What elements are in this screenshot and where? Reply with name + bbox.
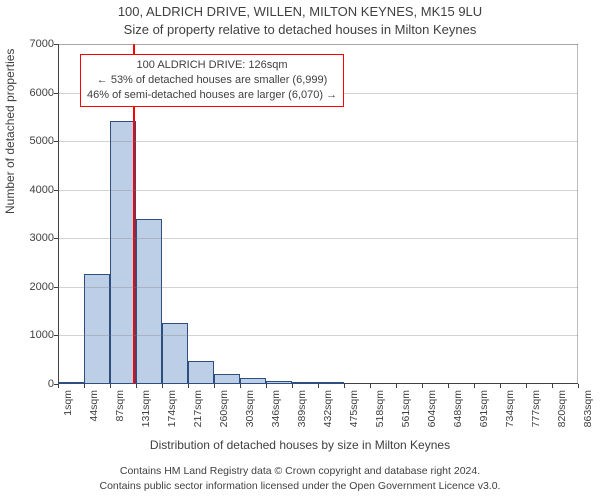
annotation-line2: ← 53% of detached houses are smaller (6,… (87, 73, 337, 88)
x-axis-label: Distribution of detached houses by size … (0, 438, 600, 452)
x-tick-mark (448, 384, 449, 388)
y-gridline (58, 190, 578, 191)
y-tick-mark (54, 141, 58, 142)
y-tick-mark (54, 44, 58, 45)
x-tick-mark (214, 384, 215, 388)
x-tick-label: 87sqm (114, 390, 126, 422)
histogram-bar (136, 219, 162, 384)
x-tick-mark (292, 384, 293, 388)
x-tick-label: 561sqm (400, 390, 412, 427)
x-tick-label: 475sqm (348, 390, 360, 427)
histogram-bar (214, 374, 240, 384)
y-tick-mark (54, 287, 58, 288)
x-tick-mark (136, 384, 137, 388)
x-tick-mark (370, 384, 371, 388)
x-tick-label: 346sqm (270, 390, 282, 427)
x-tick-mark (500, 384, 501, 388)
y-gridline (58, 335, 578, 336)
x-tick-label: 777sqm (530, 390, 542, 427)
y-tick-label: 4000 (8, 184, 54, 196)
x-tick-mark (344, 384, 345, 388)
x-tick-mark (266, 384, 267, 388)
y-tick-label: 1000 (8, 329, 54, 341)
x-tick-label: 217sqm (192, 390, 204, 427)
x-tick-label: 604sqm (426, 390, 438, 427)
x-tick-label: 648sqm (452, 390, 464, 427)
y-tick-label: 7000 (8, 38, 54, 50)
histogram-bar (266, 381, 292, 384)
footer-line1: Contains HM Land Registry data © Crown c… (0, 465, 600, 477)
x-tick-mark (526, 384, 527, 388)
x-tick-mark (188, 384, 189, 388)
x-tick-label: 432sqm (322, 390, 334, 427)
x-tick-label: 518sqm (374, 390, 386, 427)
x-tick-mark (578, 384, 579, 388)
x-tick-label: 303sqm (244, 390, 256, 427)
x-tick-label: 44sqm (88, 390, 100, 422)
annotation-line3: 46% of semi-detached houses are larger (… (87, 88, 337, 103)
x-tick-label: 131sqm (140, 390, 152, 427)
page-title-line2: Size of property relative to detached ho… (0, 22, 600, 37)
x-tick-mark (552, 384, 553, 388)
y-tick-mark (54, 93, 58, 94)
y-tick-label: 3000 (8, 232, 54, 244)
histogram-bar (58, 382, 84, 384)
x-tick-mark (58, 384, 59, 388)
x-tick-mark (240, 384, 241, 388)
x-tick-label: 260sqm (218, 390, 230, 427)
y-tick-mark (54, 335, 58, 336)
y-tick-label: 2000 (8, 281, 54, 293)
y-tick-label: 5000 (8, 135, 54, 147)
histogram-bar (188, 361, 214, 384)
x-tick-mark (110, 384, 111, 388)
y-tick-label: 0 (8, 378, 54, 390)
histogram-bar (240, 378, 266, 384)
x-tick-label: 734sqm (504, 390, 516, 427)
x-tick-label: 691sqm (478, 390, 490, 427)
x-tick-label: 863sqm (582, 390, 594, 427)
y-tick-label: 6000 (8, 87, 54, 99)
x-tick-mark (474, 384, 475, 388)
y-gridline (58, 238, 578, 239)
y-gridline (58, 141, 578, 142)
y-gridline (58, 44, 578, 45)
histogram-bar (318, 382, 344, 384)
y-tick-mark (54, 238, 58, 239)
x-tick-label: 389sqm (296, 390, 308, 427)
histogram-bar (84, 274, 110, 384)
x-tick-mark (422, 384, 423, 388)
x-tick-mark (318, 384, 319, 388)
histogram-bar (162, 323, 188, 384)
y-tick-mark (54, 190, 58, 191)
x-tick-mark (162, 384, 163, 388)
y-gridline (58, 287, 578, 288)
x-tick-label: 820sqm (556, 390, 568, 427)
annotation-line1: 100 ALDRICH DRIVE: 126sqm (87, 58, 337, 73)
x-tick-label: 174sqm (166, 390, 178, 427)
annotation-box: 100 ALDRICH DRIVE: 126sqm ← 53% of detac… (80, 54, 344, 107)
x-tick-mark (396, 384, 397, 388)
histogram-bar (292, 382, 318, 384)
x-tick-mark (84, 384, 85, 388)
x-tick-label: 1sqm (62, 390, 74, 416)
footer-line2: Contains public sector information licen… (0, 480, 600, 492)
page-title-line1: 100, ALDRICH DRIVE, WILLEN, MILTON KEYNE… (0, 4, 600, 19)
